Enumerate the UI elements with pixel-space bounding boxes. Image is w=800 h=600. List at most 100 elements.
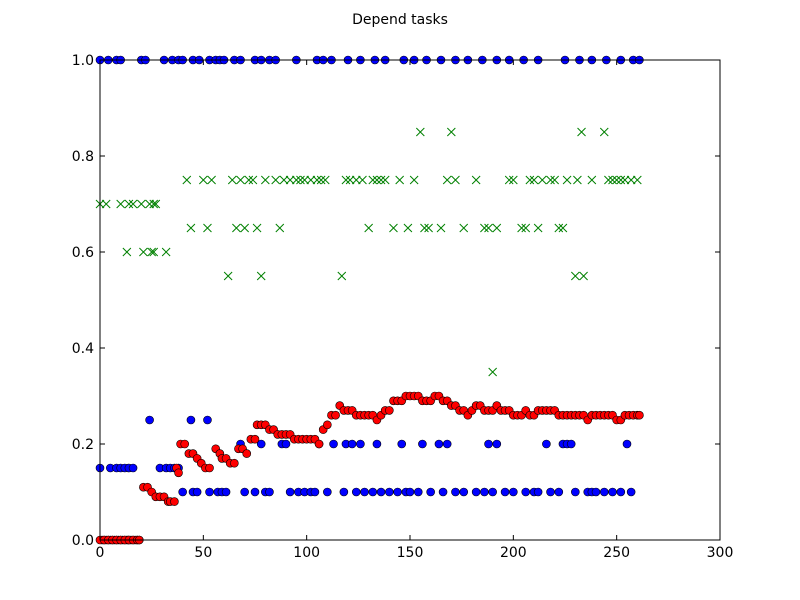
series-1-point-2 (116, 199, 126, 209)
series-1-point-86 (604, 175, 613, 185)
series-1-point-35 (300, 175, 309, 185)
series-1-point-39 (320, 175, 330, 185)
series-1-point-13 (161, 247, 171, 257)
series-0-point-84 (323, 487, 332, 497)
series-0-point-107 (459, 487, 469, 497)
series-1-point-17 (203, 223, 212, 233)
series-0-point-123 (566, 439, 576, 449)
series-0-point-75 (265, 487, 274, 497)
series-1-point-11 (147, 247, 157, 257)
series-1-point-91 (626, 175, 636, 185)
series-1-point-65 (488, 367, 498, 377)
x-tick-label-5: 250 (603, 545, 630, 561)
series-1-point-19 (223, 271, 233, 281)
series-0-point-99 (405, 487, 415, 497)
series-1-point-22 (236, 175, 245, 185)
series-0-point-78 (285, 487, 295, 497)
x-tick-label-2: 100 (293, 545, 320, 561)
series-1-point-57 (436, 223, 446, 233)
series-1-point-68 (508, 175, 518, 185)
series-2-point-23 (180, 439, 190, 449)
series-0-point-101 (418, 439, 427, 449)
series-1-point-12 (149, 247, 159, 257)
series-1-point-61 (459, 223, 469, 233)
series-1-point-32 (285, 175, 295, 185)
series-1-point-70 (521, 223, 531, 233)
series-1-point-1 (101, 199, 111, 209)
series-0-point-117 (533, 487, 543, 497)
series-0-point-85 (329, 439, 338, 449)
series-1-point-46 (368, 175, 378, 185)
series-0-point-111 (488, 487, 497, 497)
series-0-point-71 (240, 487, 249, 497)
series-1-point-38 (316, 175, 326, 185)
series-0-point-112 (492, 439, 502, 449)
series-1-point-81 (573, 175, 582, 185)
series-1-point-21 (232, 223, 241, 233)
plot-area (100, 60, 720, 540)
series-0-point-109 (480, 487, 489, 497)
series-1-point-42 (345, 175, 355, 185)
series-0-point-77 (281, 439, 291, 449)
y-tick-label-1: 0.2 (72, 437, 94, 453)
series-0-point-93 (372, 439, 382, 449)
series-1-point-80 (570, 271, 580, 281)
series-1-point-71 (525, 175, 535, 185)
chart-title: Depend tasks (352, 12, 448, 28)
series-1-point-76 (550, 175, 560, 185)
series-2-point-134 (635, 410, 644, 420)
series-1-point-24 (244, 175, 254, 185)
series-1-point-79 (562, 175, 572, 185)
series-1-point-69 (517, 223, 526, 233)
series-0-point-86 (339, 487, 349, 497)
series-1-point-47 (372, 175, 382, 185)
series-1-point-15 (186, 223, 196, 233)
series-0-point-130 (616, 487, 626, 497)
series-0-point-61 (178, 487, 187, 497)
series-1-point-34 (296, 175, 305, 185)
series-0-point-113 (500, 487, 510, 497)
series-1-point-78 (558, 223, 568, 233)
series-1-point-7 (149, 199, 159, 209)
series-0-point-65 (203, 415, 212, 425)
series-0-point-132 (626, 487, 636, 497)
series-1-point-82 (577, 127, 586, 137)
series-1-point-8 (151, 199, 161, 209)
series-1-point-3 (124, 199, 134, 209)
series-1-point-43 (351, 175, 361, 185)
x-tick-label-1: 50 (194, 545, 212, 561)
series-1-point-84 (587, 175, 597, 185)
series-0-point-106 (451, 487, 460, 497)
series-1-point-74 (537, 175, 547, 185)
series-2-point-35 (230, 458, 239, 468)
series-1-point-16 (198, 175, 208, 185)
series-1-point-27 (256, 271, 266, 281)
series-2-point-73 (385, 406, 394, 415)
series-0-point-129 (608, 487, 617, 497)
series-1-point-40 (337, 271, 347, 281)
series-2-point-56 (314, 439, 324, 449)
series-1-point-9 (122, 247, 132, 257)
x-tick-label-4: 200 (500, 545, 527, 561)
series-1-point-66 (492, 223, 502, 233)
series-1-point-48 (376, 175, 386, 185)
series-1-point-41 (341, 175, 351, 185)
series-0-point-96 (393, 487, 402, 497)
y-tick-label-0: 0.0 (72, 533, 94, 549)
series-0-point-72 (250, 487, 260, 497)
series-1-point-31 (279, 175, 289, 185)
series-1-point-4 (128, 199, 138, 209)
series-0-point-69 (221, 487, 231, 497)
series-1-point-29 (271, 175, 281, 185)
series-2-point-38 (242, 449, 252, 458)
series-1-point-60 (451, 175, 460, 185)
series-1-point-55 (420, 223, 429, 233)
series-1-point-72 (529, 175, 539, 185)
series-1-point-67 (504, 175, 514, 185)
series-1-point-26 (252, 223, 262, 233)
series-0-point-119 (546, 487, 555, 497)
series-1-point-5 (136, 199, 146, 209)
series-1-point-33 (291, 175, 301, 185)
series-1-point-85 (599, 127, 609, 137)
